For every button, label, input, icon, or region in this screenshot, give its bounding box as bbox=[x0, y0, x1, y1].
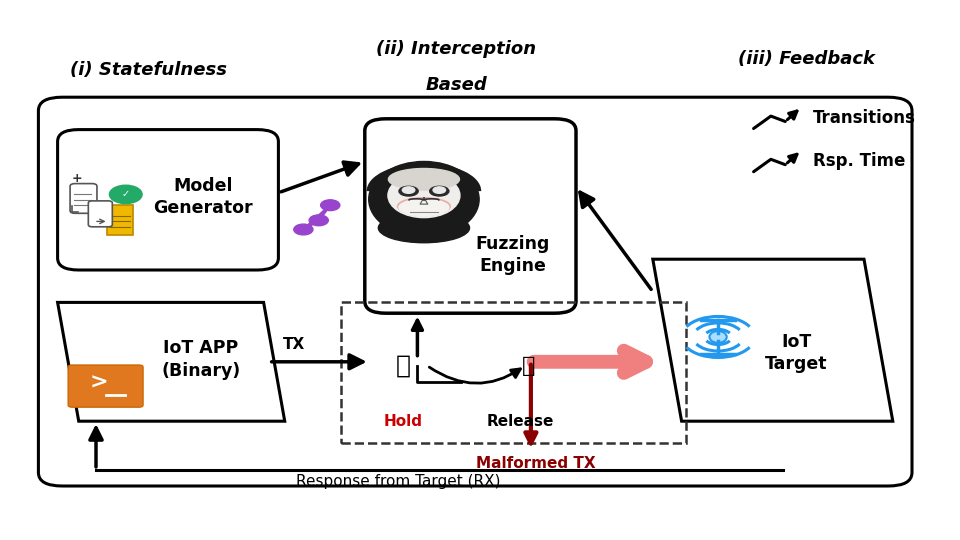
Ellipse shape bbox=[388, 173, 460, 218]
Ellipse shape bbox=[430, 186, 449, 196]
Text: +: + bbox=[72, 172, 83, 185]
Text: >: > bbox=[89, 372, 108, 393]
Text: Fuzzing
Engine: Fuzzing Engine bbox=[475, 235, 550, 275]
Circle shape bbox=[109, 185, 142, 204]
Ellipse shape bbox=[369, 161, 479, 237]
Bar bbox=[341, 302, 686, 443]
Text: TX: TX bbox=[283, 337, 305, 352]
Text: Release: Release bbox=[487, 414, 554, 429]
FancyBboxPatch shape bbox=[38, 97, 912, 486]
Text: IoT APP
(Binary): IoT APP (Binary) bbox=[161, 339, 241, 380]
Circle shape bbox=[309, 215, 328, 226]
FancyBboxPatch shape bbox=[68, 365, 143, 407]
Bar bbox=[107, 205, 133, 235]
FancyBboxPatch shape bbox=[70, 184, 97, 213]
Text: Malformed TX: Malformed TX bbox=[476, 456, 595, 471]
Text: 👈: 👈 bbox=[521, 355, 535, 376]
Polygon shape bbox=[653, 259, 893, 421]
Text: Hold: Hold bbox=[383, 414, 422, 429]
Ellipse shape bbox=[378, 213, 469, 243]
Text: Model
Generator: Model Generator bbox=[154, 177, 253, 217]
Text: Rsp. Time: Rsp. Time bbox=[813, 152, 905, 170]
Ellipse shape bbox=[397, 198, 450, 215]
Text: Based: Based bbox=[425, 76, 487, 94]
FancyBboxPatch shape bbox=[88, 201, 112, 227]
Polygon shape bbox=[58, 302, 285, 421]
Circle shape bbox=[321, 200, 340, 211]
Ellipse shape bbox=[389, 168, 460, 190]
Text: Transitions: Transitions bbox=[813, 109, 916, 127]
Text: (i) Statefulness: (i) Statefulness bbox=[70, 61, 228, 79]
Circle shape bbox=[294, 224, 313, 235]
Text: 🤚: 🤚 bbox=[396, 354, 411, 377]
Text: IoT
Target: IoT Target bbox=[765, 333, 828, 373]
Ellipse shape bbox=[433, 187, 445, 193]
Text: (iii) Feedback: (iii) Feedback bbox=[738, 50, 875, 69]
FancyBboxPatch shape bbox=[58, 130, 278, 270]
Ellipse shape bbox=[402, 187, 415, 193]
Ellipse shape bbox=[709, 331, 727, 343]
Text: Response from Target (RX): Response from Target (RX) bbox=[296, 474, 501, 489]
Ellipse shape bbox=[399, 186, 419, 196]
Text: ✓: ✓ bbox=[122, 189, 130, 199]
Text: (ii) Interception: (ii) Interception bbox=[376, 39, 536, 58]
FancyBboxPatch shape bbox=[365, 119, 576, 313]
Ellipse shape bbox=[399, 199, 449, 215]
